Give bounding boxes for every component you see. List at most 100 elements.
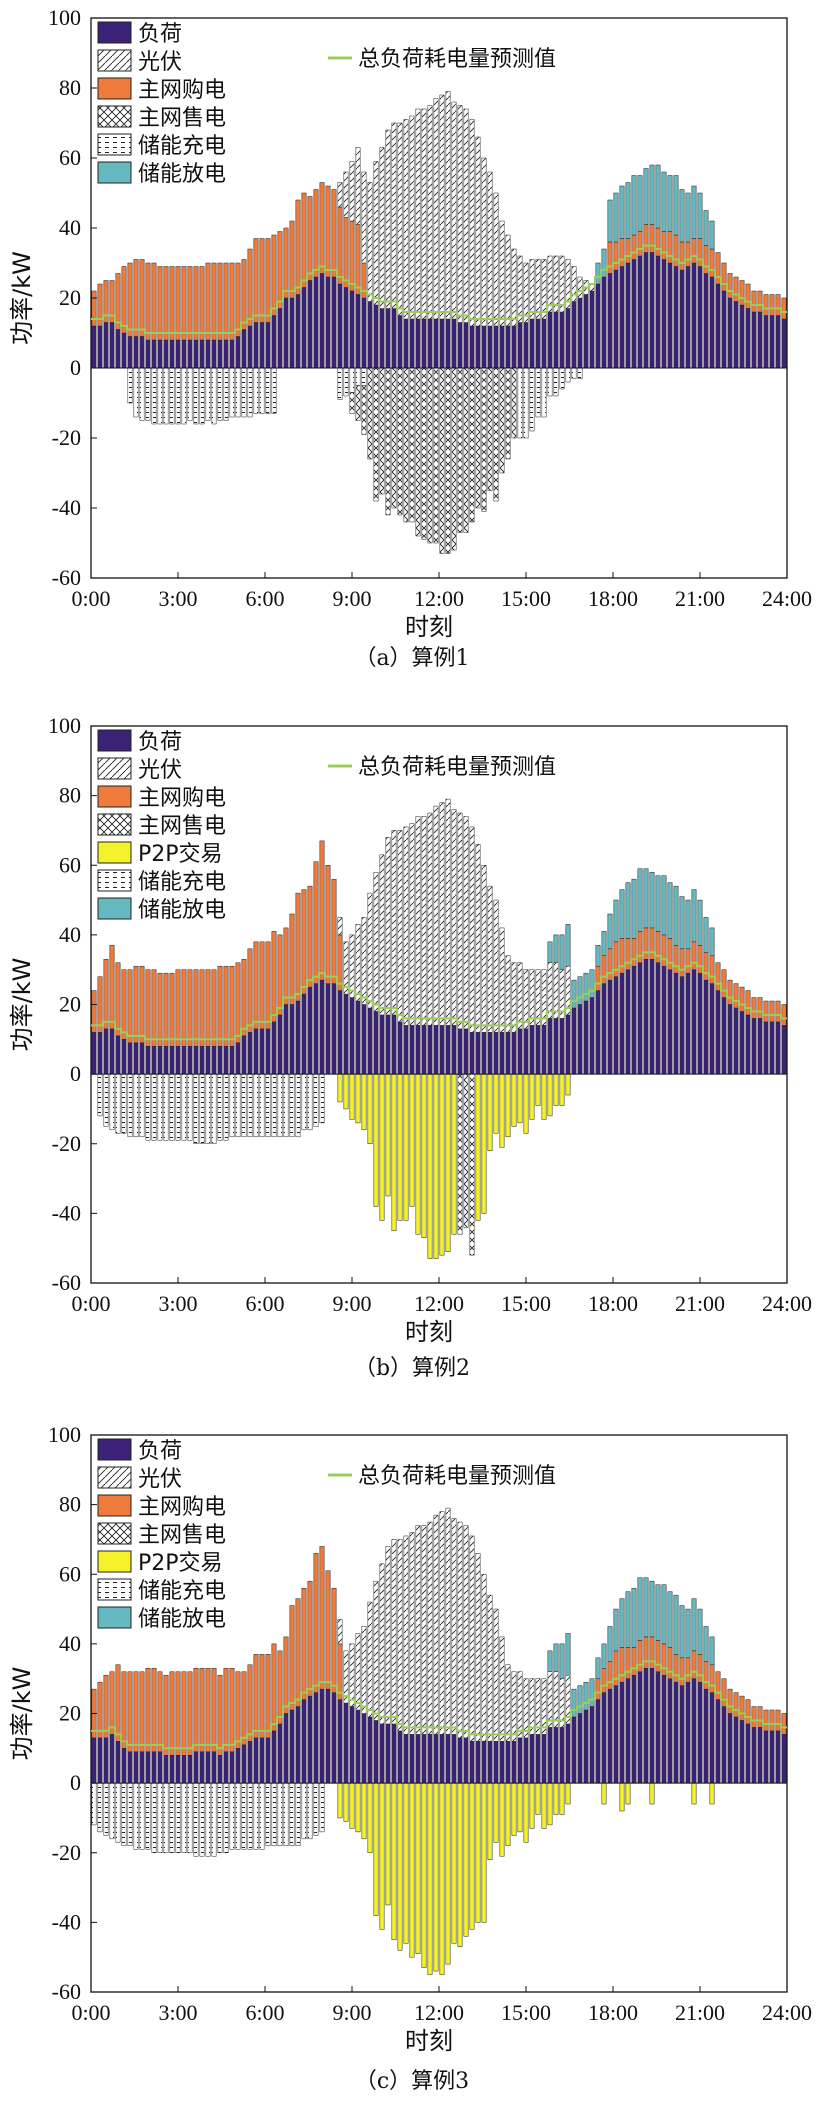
bar-buy bbox=[595, 1678, 601, 1700]
bar-pv bbox=[427, 812, 433, 1026]
bar-buy bbox=[163, 972, 169, 1047]
bar-charge bbox=[217, 1073, 223, 1141]
bar-buy bbox=[655, 931, 661, 963]
bar-load bbox=[529, 1025, 535, 1075]
bar-load bbox=[259, 322, 265, 369]
bar-load bbox=[181, 339, 187, 369]
bar-pv bbox=[349, 1643, 355, 1707]
bar-pv bbox=[451, 1518, 457, 1735]
bar-load bbox=[175, 339, 181, 369]
bar-buy bbox=[271, 1643, 277, 1732]
bar-load bbox=[385, 1723, 391, 1784]
bar-load bbox=[607, 979, 613, 1075]
bar-charge bbox=[121, 1073, 127, 1134]
bar-load bbox=[619, 972, 625, 1075]
bar-buy bbox=[121, 1671, 127, 1749]
bar-charge bbox=[175, 367, 181, 425]
bar-buy bbox=[697, 1654, 703, 1683]
bar-buy bbox=[211, 969, 217, 1047]
bar-load bbox=[229, 1751, 235, 1784]
legend-swatch-load bbox=[97, 729, 132, 752]
bar-pv bbox=[415, 108, 421, 320]
bar-charge bbox=[139, 367, 145, 421]
bar-buy bbox=[211, 1667, 217, 1753]
bar-load bbox=[727, 1713, 733, 1784]
bar-discharge bbox=[655, 164, 661, 229]
y-tick-label: -20 bbox=[52, 1840, 81, 1865]
bar-buy bbox=[319, 840, 325, 981]
bar-pv bbox=[361, 1626, 367, 1714]
bar-sell bbox=[385, 367, 391, 516]
bar-pv bbox=[463, 1525, 469, 1739]
bar-p2p bbox=[529, 1782, 535, 1829]
bar-load bbox=[97, 1032, 103, 1075]
bar-load bbox=[709, 983, 715, 1075]
bar-sell bbox=[451, 367, 457, 551]
bar-load bbox=[133, 336, 139, 369]
bar-buy bbox=[127, 1671, 133, 1753]
bar-load bbox=[145, 339, 151, 369]
bar-pv bbox=[493, 899, 499, 1033]
bar-charge bbox=[529, 367, 535, 432]
legend-swatch-discharge bbox=[97, 161, 132, 184]
bar-charge bbox=[541, 367, 547, 418]
bar-load bbox=[655, 962, 661, 1075]
bar-discharge bbox=[577, 976, 583, 1005]
bar-pv bbox=[553, 1671, 559, 1728]
bar-buy bbox=[337, 1643, 343, 1700]
bar-buy bbox=[673, 945, 679, 974]
bar-load bbox=[175, 1046, 181, 1075]
bar-p2p bbox=[553, 1073, 559, 1106]
bar-discharge bbox=[685, 192, 691, 243]
bar-buy bbox=[109, 1671, 115, 1735]
bar-buy bbox=[709, 248, 715, 278]
bar-load bbox=[445, 318, 451, 369]
bar-load bbox=[613, 976, 619, 1075]
bar-load bbox=[649, 252, 655, 369]
bar-buy bbox=[109, 945, 115, 1030]
bar-sell bbox=[433, 367, 439, 544]
bar-load bbox=[205, 1751, 211, 1784]
bar-buy bbox=[679, 241, 685, 271]
bar-buy bbox=[673, 234, 679, 267]
bar-buy bbox=[253, 1654, 259, 1739]
bar-charge bbox=[169, 1782, 175, 1854]
bar-buy bbox=[247, 948, 253, 1033]
bar-charge bbox=[217, 367, 223, 421]
bar-p2p bbox=[433, 1782, 439, 1972]
legend-label: 储能充电 bbox=[138, 1579, 226, 1604]
bar-p2p bbox=[535, 1782, 541, 1815]
bar-load bbox=[307, 1695, 313, 1784]
bar-load bbox=[211, 339, 217, 369]
bar-load bbox=[91, 1737, 97, 1784]
bar-charge bbox=[205, 1782, 211, 1857]
bar-pv bbox=[487, 885, 493, 1033]
bar-charge bbox=[97, 1782, 103, 1833]
bar-p2p bbox=[559, 1782, 565, 1815]
bar-load bbox=[187, 339, 193, 369]
bar-charge bbox=[109, 1073, 115, 1131]
bar-pv bbox=[421, 1525, 427, 1735]
bar-p2p bbox=[433, 1073, 439, 1259]
bar-buy bbox=[253, 238, 259, 323]
bar-load bbox=[781, 1025, 787, 1075]
bar-buy bbox=[139, 965, 145, 1044]
bar-p2p bbox=[487, 1073, 493, 1151]
bar-load bbox=[517, 322, 523, 369]
bar-discharge bbox=[691, 185, 697, 239]
bar-charge bbox=[151, 367, 157, 425]
bar-buy bbox=[127, 262, 133, 337]
legend-swatch-sell bbox=[97, 813, 132, 836]
x-tick-label: 0:00 bbox=[71, 2000, 110, 2025]
bar-load bbox=[583, 294, 589, 369]
bar-discharge bbox=[673, 885, 679, 946]
bar-load bbox=[691, 1678, 697, 1784]
bar-load bbox=[493, 325, 499, 369]
bar-load bbox=[679, 1685, 685, 1784]
bar-charge bbox=[547, 367, 553, 397]
bar-charge bbox=[247, 367, 253, 418]
bar-p2p bbox=[337, 1073, 343, 1103]
bar-discharge bbox=[703, 210, 709, 246]
bar-charge bbox=[127, 1782, 133, 1847]
bar-load bbox=[613, 1685, 619, 1784]
